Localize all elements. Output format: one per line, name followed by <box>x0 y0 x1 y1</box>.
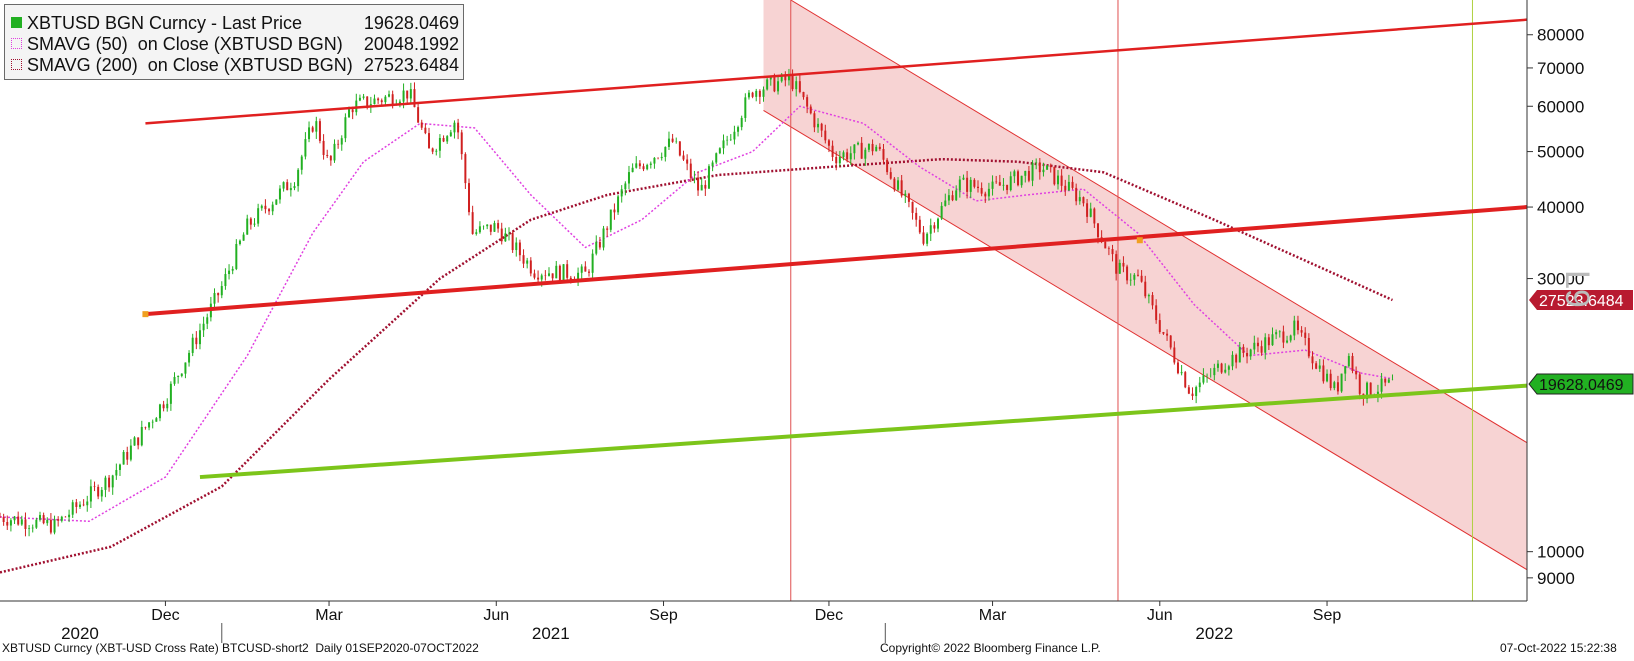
y-tick-label: 9000 <box>1537 569 1575 588</box>
x-tick-label: Jun <box>483 607 509 624</box>
x-tick-label: Sep <box>649 607 678 624</box>
value-tag-label: 19628.0469 <box>1539 377 1624 394</box>
y-tick-label: 30000 <box>1537 270 1584 289</box>
y-tick-label: 70000 <box>1537 59 1584 78</box>
x-tick-label: Mar <box>315 607 343 624</box>
legend-value: 20048.1992 <box>363 34 459 54</box>
value-tag-label: 27523.6484 <box>1539 293 1624 310</box>
chart-legend: XBTUSD BGN Curncy - Last Price 19628.046… <box>4 4 464 80</box>
legend-row-smavg-200: SMAVG (200) on Close (XBTUSD BGN) 27523.… <box>11 55 459 75</box>
legend-swatch-smavg-200 <box>11 59 22 70</box>
y-tick-label: 60000 <box>1537 97 1584 116</box>
legend-name: SMAVG (50) on Close (XBTUSD BGN) <box>27 34 343 54</box>
legend-name: XBTUSD BGN Curncy - Last Price <box>27 13 303 33</box>
legend-name: SMAVG (200) on Close (XBTUSD BGN) <box>27 55 353 75</box>
year-label: 2022 <box>1195 624 1233 643</box>
legend-row-smavg-50: SMAVG (50) on Close (XBTUSD BGN) 20048.1… <box>11 34 459 54</box>
x-tick-label: Sep <box>1313 607 1342 624</box>
trend-marker-0 <box>142 311 149 318</box>
legend-value: 27523.6484 <box>363 55 459 75</box>
legend-row-last-price: XBTUSD BGN Curncy - Last Price 19628.046… <box>11 13 459 33</box>
footer-copyright: Copyright© 2022 Bloomberg Finance L.P. <box>880 641 1101 655</box>
channel-upper-line <box>790 0 1528 444</box>
y-tick-label: 50000 <box>1537 143 1584 162</box>
y-tick-label: 80000 <box>1537 26 1584 45</box>
trend-line-0 <box>145 18 1528 125</box>
legend-swatch-smavg-50 <box>11 38 22 49</box>
series-line-1 <box>0 105 1393 523</box>
channel-lower-line <box>763 110 1528 571</box>
side-watermark: L9 <box>1558 270 1596 308</box>
trend-line-2 <box>199 383 1528 480</box>
trend-marker-1 <box>1136 237 1143 244</box>
series-line-2 <box>0 157 1393 574</box>
x-tick-label: Dec <box>151 607 179 624</box>
x-tick-label: Jun <box>1147 607 1173 624</box>
year-label: 2020 <box>61 624 99 643</box>
y-tick-label: 40000 <box>1537 198 1584 217</box>
value-tag-0 <box>1529 289 1633 310</box>
trend-line-1 <box>145 205 1528 317</box>
footer-timestamp: 07-Oct-2022 15:22:38 <box>1500 641 1617 655</box>
legend-value: 19628.0469 <box>363 13 459 33</box>
x-tick-label: Dec <box>815 607 843 624</box>
y-tick-label: 10000 <box>1537 543 1584 562</box>
legend-swatch-last-price <box>11 17 22 28</box>
value-tag-1 <box>1528 373 1634 395</box>
year-label: 2021 <box>532 624 570 643</box>
price-candles <box>0 68 1394 537</box>
x-tick-label: Mar <box>979 607 1007 624</box>
footer-description: XBTUSD Curncy (XBT-USD Cross Rate) BTCUS… <box>2 641 479 655</box>
